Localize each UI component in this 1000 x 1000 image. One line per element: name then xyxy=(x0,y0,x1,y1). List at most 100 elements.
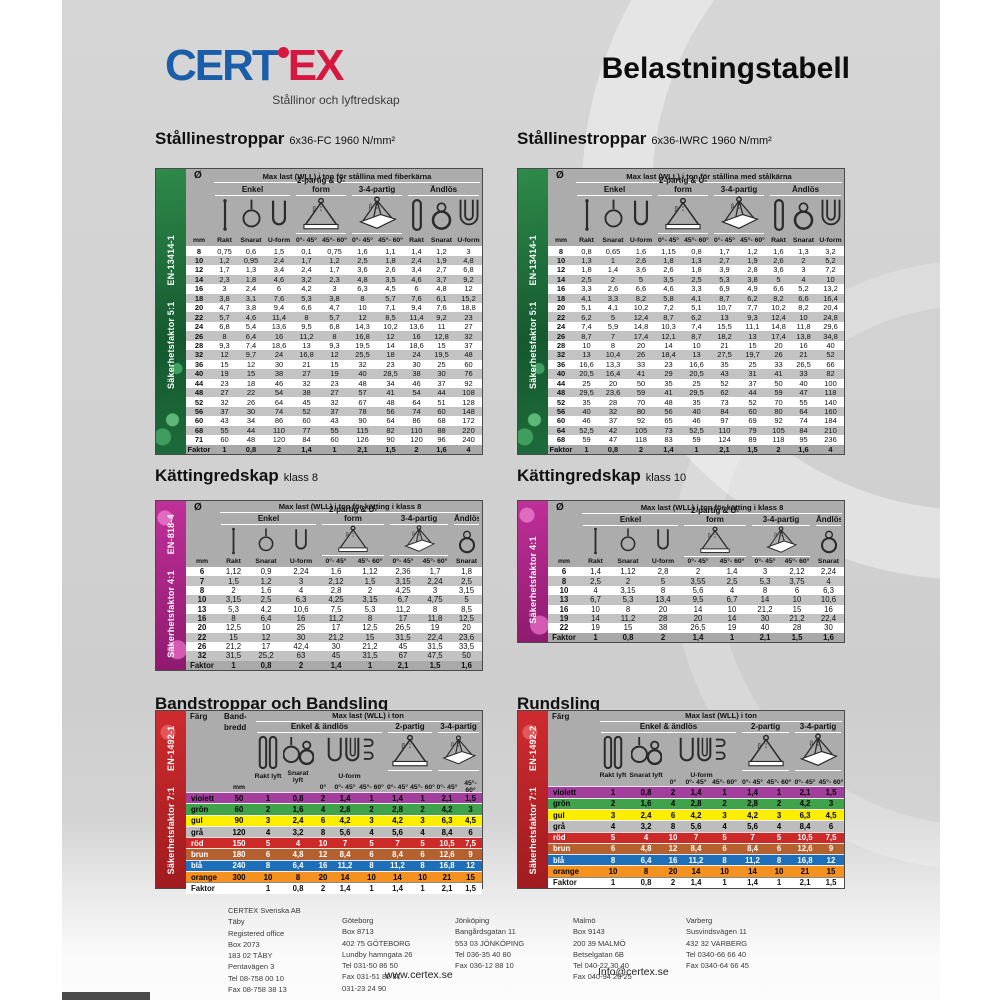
table-cell: 2,1 xyxy=(441,884,453,894)
table-cell: grön xyxy=(191,804,209,814)
table-cell: 10 xyxy=(582,340,591,350)
table-cell: 5,3 xyxy=(759,576,771,586)
table-cell: 6,1 xyxy=(436,293,447,303)
table-cell: 17 xyxy=(331,623,341,633)
table-cell: 42,4 xyxy=(293,642,309,652)
table-cell: 16,8 xyxy=(299,350,314,360)
table-cell: violett xyxy=(191,793,214,803)
straight-sling-icon xyxy=(580,527,611,555)
table-cell: 7,7 xyxy=(747,303,758,313)
table-cell: 25 xyxy=(748,359,757,369)
table-cell: 52 xyxy=(826,350,835,360)
table-cell: 7,6 xyxy=(273,293,285,303)
load-table-chain10: Säkerhetsfaktor 4:1 Ø Max last (WLL) i to… xyxy=(517,500,845,643)
table-cell: 10,7 xyxy=(717,303,732,313)
table-cell: 28,5 xyxy=(383,369,398,379)
table-cell: 2 xyxy=(420,804,425,814)
table-cell: 21 xyxy=(442,872,452,882)
email-link[interactable]: Info@certex.se xyxy=(598,966,669,978)
table-cell: 9,5 xyxy=(301,322,312,332)
table-cell: 2,6 xyxy=(607,284,619,294)
table-cell: 21,2 xyxy=(789,614,805,624)
table-cell: 2,4 xyxy=(411,256,422,266)
table-cell: Faktor xyxy=(190,660,214,670)
table-cell: 1,5 xyxy=(791,632,803,642)
table-cell: 38 xyxy=(274,369,284,379)
address-line: Susvindsvägen 11 xyxy=(686,927,747,937)
table-cell: 0,8 xyxy=(640,787,652,797)
table-row: 52 35 28 70 48 35 73 52 70 55 140 xyxy=(548,397,844,407)
angle-header: 0° xyxy=(319,783,327,791)
table-cell: 48 xyxy=(556,388,566,398)
address-line: Tel 0340-66 66 40 xyxy=(686,949,747,959)
table-cell: 52 xyxy=(194,397,204,407)
table-cell: 2,5 xyxy=(590,576,601,586)
table-cell: 6,6 xyxy=(635,284,647,294)
table-cell: 2,8 xyxy=(690,799,702,809)
table-cell: 6,4 xyxy=(640,855,652,865)
table-cell: 20 xyxy=(636,340,646,350)
logo-dot-icon xyxy=(277,47,289,58)
group-header: Enkel xyxy=(577,185,652,196)
table-cell: 90 xyxy=(358,416,367,426)
side-strip: Säkerhetsfaktor 5:1EN-13414-1 xyxy=(518,169,548,454)
table-cell: 60 xyxy=(234,804,244,814)
table-cell: 10 xyxy=(197,595,207,605)
table-cell: 2,3 xyxy=(329,274,340,284)
column-header: mm xyxy=(195,558,209,566)
load-table-wire-iwrc: Säkerhetsfaktor 5:1EN-13414-1 Ø Max last … xyxy=(517,168,845,455)
table-cell: 2,5 xyxy=(260,595,272,605)
table-row: blå 240 8 6,4 16 11,2 8 11,2 8 16,8 12 xyxy=(186,859,482,872)
table-cell: 2,12 xyxy=(789,567,805,577)
website-link[interactable]: www.certex.se xyxy=(385,969,453,981)
column-header: 0°- 45° xyxy=(352,237,373,245)
address-line: 031-23 24 90 xyxy=(342,983,387,993)
table-cell: 10,4 xyxy=(605,350,621,360)
table-cell: 4 xyxy=(320,804,326,814)
table-row: 14 2,5 2 5 3,5 2,5 5,3 3,8 5 4 10 xyxy=(548,274,844,285)
table-cell: 6 xyxy=(369,850,374,860)
table-cell: 1,2 xyxy=(747,246,758,256)
table-cell: 2,1 xyxy=(441,793,453,803)
table-cell: 1,4 xyxy=(339,793,351,803)
group-header: 3-4-partig xyxy=(352,185,402,196)
table-cell: 16 xyxy=(197,614,207,624)
table-cell: 8 xyxy=(561,576,567,586)
table-cell: 32 xyxy=(556,350,566,360)
endless-straight-icon xyxy=(767,198,790,232)
table-cell: 1,8 xyxy=(663,256,674,266)
table-cell: 6 xyxy=(794,586,800,596)
table-cell: blå xyxy=(191,861,203,871)
table-cell: 8,2 xyxy=(635,293,647,303)
table-cell: 6,4 xyxy=(260,614,272,624)
table-cell: 15 xyxy=(365,632,375,642)
endless-u-icon xyxy=(817,198,844,232)
table-row: 7 1,5 1,2 3 2,12 1,5 3,15 2,24 2,5 xyxy=(186,576,482,586)
table-cell: 4,6 xyxy=(663,284,674,294)
table-cell: 74 xyxy=(412,407,421,417)
table-cell: 11,2 xyxy=(688,855,704,865)
table-cell: 2,4 xyxy=(245,284,257,294)
table-cell: 1,8 xyxy=(581,265,592,275)
table-cell: 10 xyxy=(727,604,737,614)
table-cell: 12 xyxy=(556,265,566,275)
table-cell: 0,6 xyxy=(245,246,257,256)
table-cell: 19,5 xyxy=(434,350,449,360)
table-row: 10 4 3,15 8 5,6 4 8 6 6,3 xyxy=(548,585,844,596)
table-cell: 40 xyxy=(826,340,835,350)
table-cell: 22,4 xyxy=(820,614,837,624)
table-cell: 88 xyxy=(437,425,446,435)
table-cell: 8 xyxy=(360,293,365,303)
table-row: 6 1,12 0,9 2,24 1,6 1,12 2,36 1,7 1,8 xyxy=(186,567,482,577)
table-cell: 6 xyxy=(670,810,676,820)
table-row: 6 1,4 1,12 2,8 2 1,4 3 2,12 2,24 xyxy=(548,567,844,577)
two-leg-sling-icon xyxy=(742,734,789,771)
table-cell: 5,1 xyxy=(581,303,592,313)
table-cell: 8 xyxy=(199,585,205,595)
table-cell: 5,7 xyxy=(329,312,340,322)
angle-header: 0°- 45° xyxy=(742,779,763,787)
table-cell: grå xyxy=(553,821,566,831)
column-header: 45°- 60° xyxy=(357,558,383,566)
table-row: 28 10 8 20 14 10 21 15 20 16 40 xyxy=(548,340,844,351)
address-head-office: CERTEX Svenska AB Täby Registered office Bo… xyxy=(228,905,338,995)
